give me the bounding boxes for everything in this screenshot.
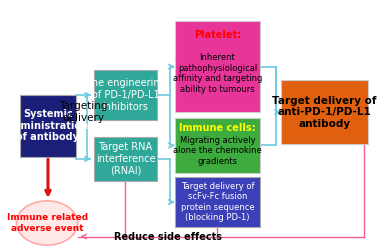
Text: Platelet:: Platelet:: [194, 30, 241, 40]
Text: Immune related
adverse event: Immune related adverse event: [7, 213, 87, 233]
FancyBboxPatch shape: [94, 70, 157, 120]
Text: The engineering
of PD-1/PD-L1
inhibitors: The engineering of PD-1/PD-L1 inhibitors: [86, 78, 165, 112]
FancyBboxPatch shape: [20, 95, 76, 157]
Text: Immune cells:: Immune cells:: [179, 123, 256, 133]
FancyBboxPatch shape: [281, 80, 368, 144]
Text: Targeting
delivery: Targeting delivery: [59, 101, 107, 123]
FancyBboxPatch shape: [94, 137, 157, 181]
Text: Migrating actively
alone the chemokine
gradients: Migrating actively alone the chemokine g…: [173, 136, 262, 166]
Ellipse shape: [17, 201, 78, 245]
Text: Inherent
pathophysiological
affinity and targeting
ability to tumours: Inherent pathophysiological affinity and…: [173, 54, 262, 94]
Text: Target delivery of
anti-PD-1/PD-L1
antibody: Target delivery of anti-PD-1/PD-L1 antib…: [272, 96, 377, 129]
Text: Target delivery of
scFv-Fc fusion
protein sequence
(blocking PD-1): Target delivery of scFv-Fc fusion protei…: [181, 182, 254, 222]
FancyBboxPatch shape: [175, 21, 260, 112]
Text: Target RNA
interference
(RNAI): Target RNA interference (RNAI): [96, 142, 155, 176]
Text: Systemic
administration
of antibody: Systemic administration of antibody: [7, 109, 89, 142]
FancyBboxPatch shape: [175, 118, 260, 173]
FancyBboxPatch shape: [175, 178, 260, 227]
Text: Reduce side effects: Reduce side effects: [114, 232, 222, 242]
